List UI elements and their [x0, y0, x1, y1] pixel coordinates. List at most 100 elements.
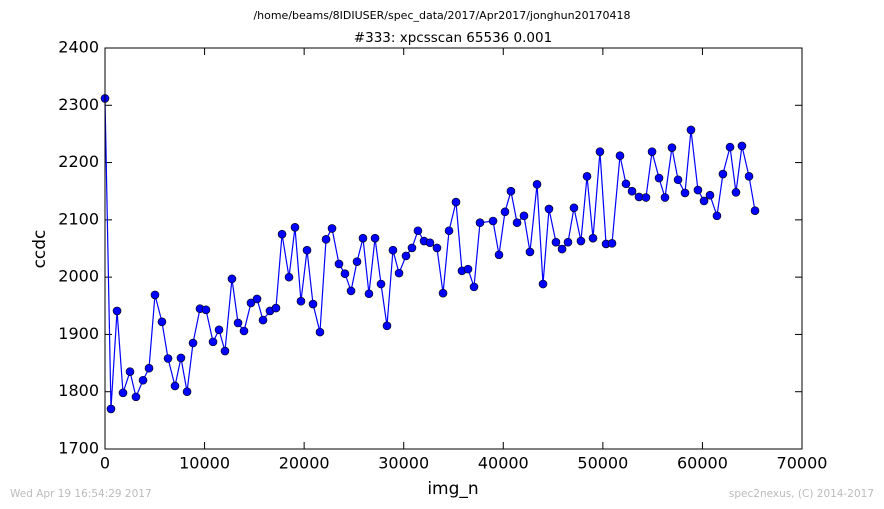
y-tick-label: 2300	[58, 95, 99, 114]
data-point	[432, 243, 442, 253]
data-point	[588, 233, 598, 243]
data-point	[705, 190, 715, 200]
plot-frame	[104, 47, 803, 450]
data-point	[563, 237, 573, 247]
data-point	[394, 268, 404, 278]
data-point	[725, 142, 735, 152]
data-point	[744, 172, 754, 181]
data-point	[376, 279, 386, 289]
data-point	[538, 279, 548, 289]
chart-suptitle: /home/beams/8IDIUSER/spec_data/2017/Apr2…	[253, 9, 630, 22]
data-point	[170, 381, 180, 391]
data-point	[321, 235, 331, 244]
data-point	[131, 392, 141, 402]
x-tick-label: 30000	[378, 454, 429, 473]
data-point	[750, 206, 760, 215]
data-point	[227, 274, 237, 284]
data-point	[595, 147, 605, 156]
data-point	[176, 353, 186, 363]
x-tick-label: 40000	[478, 454, 529, 473]
data-point	[647, 147, 657, 156]
data-point	[693, 185, 703, 195]
data-point	[582, 172, 592, 181]
data-point	[138, 375, 148, 385]
data-point	[718, 169, 728, 179]
data-point	[667, 143, 677, 152]
data-point	[157, 317, 167, 327]
data-point	[296, 296, 306, 306]
data-point	[370, 233, 380, 243]
data-point	[352, 257, 362, 266]
data-point	[364, 289, 374, 299]
x-tick-label: 60000	[677, 454, 728, 473]
data-point	[188, 338, 198, 348]
data-point	[144, 363, 154, 373]
data-point	[469, 282, 479, 292]
data-point	[500, 207, 510, 217]
data-point	[388, 245, 398, 255]
data-point	[407, 243, 417, 253]
data-point	[621, 179, 631, 189]
data-point	[382, 321, 392, 331]
data-point	[302, 245, 312, 255]
data-point	[284, 272, 294, 282]
data-point	[525, 247, 535, 257]
data-point	[488, 216, 498, 226]
data-point	[233, 318, 243, 328]
data-point	[163, 354, 173, 363]
y-tick-label: 2400	[58, 38, 99, 57]
data-point	[401, 251, 411, 261]
y-tick-label: 2000	[58, 267, 99, 286]
x-tick-label: 20000	[279, 454, 330, 473]
data-point	[346, 286, 356, 296]
data-point	[569, 203, 579, 213]
data-point	[627, 186, 637, 196]
data-point	[463, 264, 473, 274]
data-point	[641, 193, 651, 202]
data-point	[220, 346, 230, 356]
data-point	[277, 229, 287, 239]
data-point	[182, 387, 192, 397]
data-point	[358, 233, 368, 243]
y-tick-label: 2200	[58, 152, 99, 171]
data-point	[112, 306, 122, 316]
data-point	[438, 288, 448, 298]
data-point	[150, 290, 160, 300]
data-point	[475, 218, 485, 228]
x-tick-label: 70000	[777, 454, 828, 473]
data-point	[551, 237, 561, 247]
data-point	[118, 388, 128, 398]
data-point	[699, 196, 709, 206]
data-point	[327, 224, 337, 233]
data-point	[413, 226, 423, 236]
y-tick-label: 1900	[58, 324, 99, 343]
data-point	[737, 141, 747, 151]
data-point	[731, 188, 741, 197]
data-point	[106, 404, 116, 414]
x-tick-label: 0	[100, 454, 110, 473]
data-point	[208, 337, 218, 347]
data-point	[532, 180, 542, 189]
data-point	[712, 211, 722, 221]
data-point	[654, 173, 664, 183]
data-point	[660, 193, 670, 202]
y-tick-label: 1700	[58, 439, 99, 458]
data-point	[451, 197, 461, 207]
data-point	[315, 327, 325, 337]
data-point	[239, 326, 249, 336]
data-point	[444, 226, 454, 236]
y-tick-label: 1800	[58, 381, 99, 400]
data-point	[512, 218, 522, 228]
data-point	[252, 294, 262, 304]
x-axis-label: img_n	[427, 479, 478, 499]
data-point	[680, 188, 690, 198]
data-point	[673, 175, 683, 185]
data-point	[519, 211, 529, 221]
data-point	[506, 186, 516, 196]
footer-timestamp: Wed Apr 19 16:54:29 2017	[10, 488, 152, 500]
data-point	[340, 269, 350, 279]
data-point	[576, 236, 586, 246]
